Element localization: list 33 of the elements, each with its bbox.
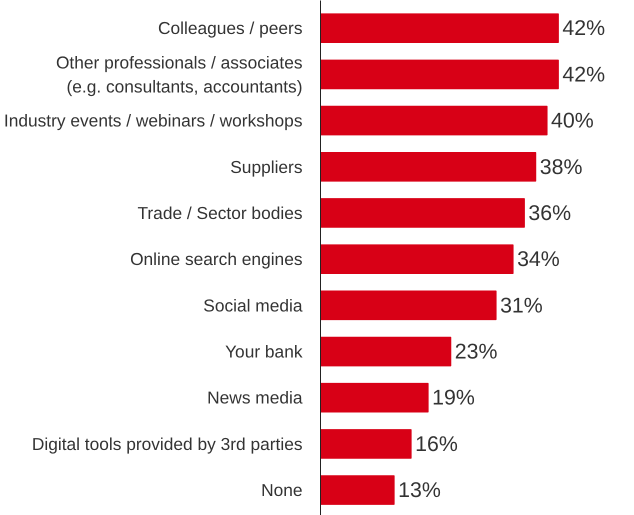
data-label: 23% <box>454 340 498 364</box>
data-label: 40% <box>551 108 594 133</box>
data-label: 19% <box>432 386 475 410</box>
bar <box>320 60 559 90</box>
y-tick-label: Online search engines <box>130 249 303 270</box>
bar <box>320 382 429 413</box>
data-label: 42% <box>562 16 606 40</box>
y-tick-label: Your bank <box>225 342 303 362</box>
data-label: 13% <box>398 478 441 502</box>
bar <box>320 290 497 320</box>
y-tick-label: Digital tools provided by 3rd parties <box>32 434 303 454</box>
y-tick-label: Trade / Sector bodies <box>137 202 303 223</box>
bar <box>320 429 412 459</box>
y-tick-label: Social media <box>203 295 303 316</box>
bar <box>320 152 536 182</box>
data-label: 34% <box>517 247 560 272</box>
bar <box>320 13 559 44</box>
data-label: 36% <box>528 200 572 225</box>
bar <box>320 336 452 366</box>
bar <box>320 475 395 505</box>
y-tick-label: Suppliers <box>230 156 303 177</box>
data-label: 42% <box>562 62 606 86</box>
data-label: 16% <box>415 432 458 456</box>
data-label: 31% <box>500 293 543 318</box>
y-tick-label: Industry events / webinars / workshops <box>4 110 303 131</box>
bar <box>320 106 548 136</box>
bar <box>320 198 525 228</box>
y-tick-label: None <box>261 480 303 500</box>
data-label: 38% <box>540 154 582 179</box>
bar <box>320 244 514 274</box>
y-tick-label: Colleagues / peers <box>158 18 303 38</box>
y-tick-label: Other professionals / associates (e.g. consultants, accountants) <box>56 52 303 96</box>
y-tick-label: News media <box>207 388 303 408</box>
